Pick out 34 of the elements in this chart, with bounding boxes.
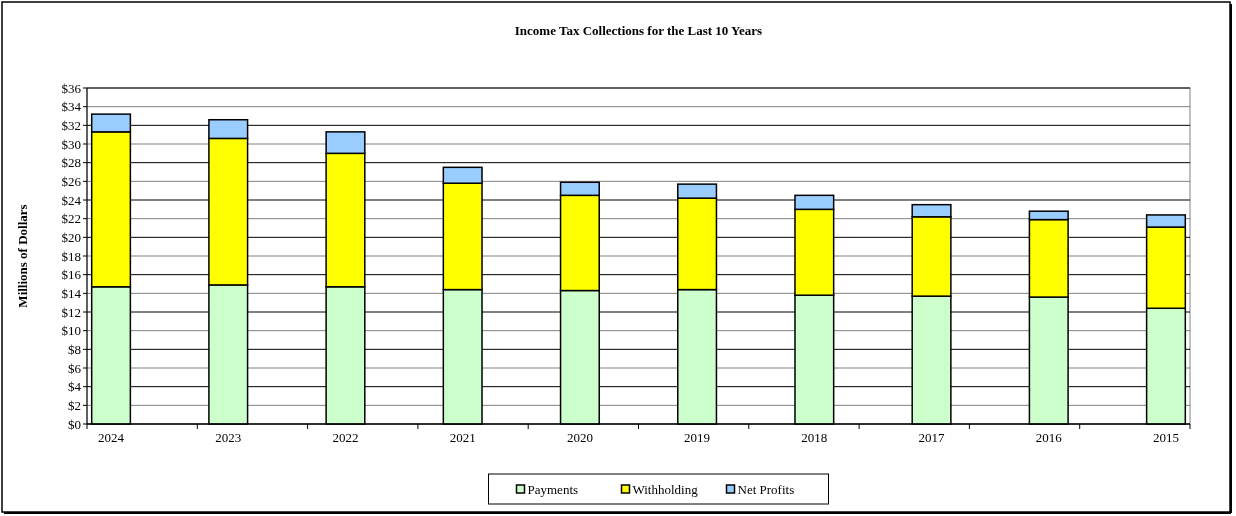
y-tick-label: $8 <box>68 341 81 357</box>
y-tick-label: $2 <box>68 397 81 413</box>
x-tick-label: 2024 <box>98 430 125 445</box>
y-tick-label: $26 <box>61 173 82 189</box>
x-tick-label: 2015 <box>1152 430 1179 445</box>
legend-label: Payments <box>527 481 579 497</box>
x-tick-label: 2021 <box>449 430 476 445</box>
y-tick-label: $4 <box>68 379 82 395</box>
legend-label: Net Profits <box>737 481 795 497</box>
y-tick-label: $30 <box>61 136 81 152</box>
y-tick-label: $6 <box>68 360 82 376</box>
y-tick-label: $34 <box>61 99 82 115</box>
x-tick-label: 2017 <box>918 430 946 445</box>
y-axis-title: Millions of Dollars <box>15 204 30 308</box>
x-tick-label: 2019 <box>684 430 711 445</box>
y-tick-label: $24 <box>61 192 82 208</box>
y-tick-label: $0 <box>68 416 81 432</box>
y-tick-label: $14 <box>61 285 82 301</box>
y-tick-label: $16 <box>61 267 82 283</box>
y-tick-label: $28 <box>61 155 81 171</box>
x-tick-label: 2018 <box>801 430 828 445</box>
y-tick-label: $22 <box>61 211 81 227</box>
legend-label: Withholding <box>632 481 699 497</box>
y-tick-label: $36 <box>61 80 82 96</box>
y-tick-label: $18 <box>61 248 81 264</box>
y-tick-label: $12 <box>61 304 81 320</box>
chart-title: Income Tax Collections for the Last 10 Years <box>514 23 763 38</box>
x-tick-label: 2016 <box>1035 430 1063 445</box>
y-tick-label: $10 <box>61 323 81 339</box>
x-tick-label: 2020 <box>566 430 593 445</box>
y-tick-label: $20 <box>61 229 81 245</box>
x-tick-label: 2022 <box>332 430 359 445</box>
y-tick-label: $32 <box>61 117 81 133</box>
x-tick-label: 2023 <box>215 430 242 445</box>
